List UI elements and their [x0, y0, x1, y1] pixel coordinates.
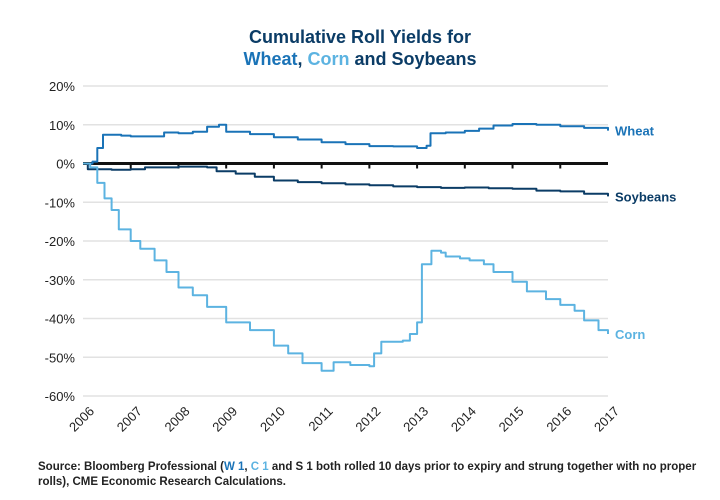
x-tick-label: 2012 — [352, 404, 383, 435]
y-tick-label: -10% — [45, 195, 76, 210]
source-note: Source: Bloomberg Professional (W 1, C 1… — [38, 460, 698, 490]
series-line-soybeans — [83, 162, 609, 197]
x-tick-label: 2009 — [209, 404, 240, 435]
series-line-wheat — [83, 123, 609, 165]
series-line-corn — [83, 162, 609, 372]
y-tick-label: -60% — [45, 389, 76, 404]
x-tick-label: 2008 — [162, 404, 193, 435]
title-corn: Corn — [307, 49, 350, 69]
y-tick-label: 10% — [49, 118, 75, 133]
series-lines — [83, 123, 609, 372]
x-tick-label: 2013 — [400, 404, 431, 435]
y-tick-label: 0% — [56, 157, 75, 172]
series-label-soybeans: Soybeans — [615, 189, 676, 204]
x-tick-label: 2010 — [257, 404, 288, 435]
series-labels: Wheat Soybeans Corn — [615, 124, 676, 342]
y-tick-label: 20% — [49, 79, 75, 94]
y-tick-label: -20% — [45, 234, 76, 249]
x-tick-label: 2014 — [448, 404, 479, 435]
source-corn-ticker: C 1 — [250, 461, 269, 473]
x-tick-label: 2011 — [305, 404, 335, 434]
y-tick-label: -40% — [45, 312, 76, 327]
chart-title: Cumulative Roll Yields for Wheat, Corn a… — [0, 26, 720, 70]
title-line-1: Cumulative Roll Yields for — [248, 27, 472, 47]
title-wheat: Wheat — [243, 49, 298, 69]
x-tick-label: 2017 — [591, 404, 622, 435]
x-axis-labels: 2006 2007 2008 2009 2010 2011 2012 2013 2014 2015… — [66, 404, 622, 435]
series-label-wheat: Wheat — [615, 124, 655, 139]
y-tick-label: -50% — [45, 350, 76, 365]
title-line-2: Wheat, Corn and Soybeans — [0, 48, 720, 70]
gridlines — [83, 85, 608, 397]
x-tick-label: 2016 — [543, 404, 574, 435]
x-tick-label: 2007 — [114, 404, 145, 435]
y-tick-label: -30% — [45, 273, 76, 288]
source-sep: , — [244, 461, 251, 473]
title-rest: and Soybeans — [349, 49, 477, 69]
x-tick-label: 2015 — [496, 404, 527, 435]
series-label-corn: Corn — [615, 327, 645, 342]
source-wheat-ticker: W 1 — [223, 461, 245, 473]
title-comma: , — [297, 49, 308, 69]
y-axis-labels: 20% 10% 0% -10% -20% -30% -40% -50% -60% — [45, 79, 76, 404]
source-suffix: and S 1 both rolled 10 days prior to exp… — [38, 461, 697, 488]
chart-area: 20%10%0%-10%-20%-30%-40%-50%-60% 2006 200… — [45, 79, 677, 435]
source-prefix: Source: Bloomberg Professional ( — [38, 461, 224, 473]
x-tick-label: 2006 — [66, 404, 97, 435]
